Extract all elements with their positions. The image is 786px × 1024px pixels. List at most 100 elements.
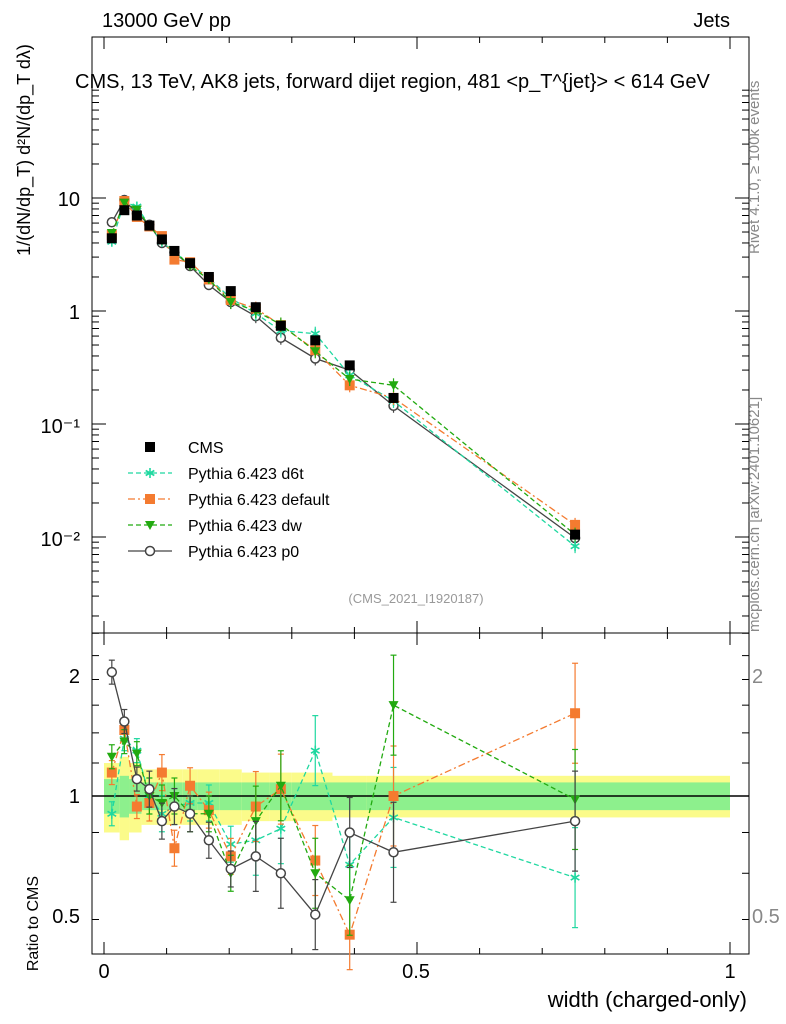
ratio-point-dw: [344, 896, 355, 906]
legend: CMS Pythia 6.423 d6t Pythia 6.423 default P…: [128, 440, 330, 561]
ytick-label-0p1: 10⁻¹: [41, 416, 81, 438]
legend-item-cms: CMS: [145, 440, 224, 457]
legend-item-dw: Pythia 6.423 dw: [128, 518, 302, 535]
point-dw: [310, 347, 321, 357]
ratio-point-default: [185, 780, 196, 791]
point-cms: [131, 210, 142, 221]
legend-label: Pythia 6.423 d6t: [188, 466, 304, 483]
point-default: [169, 254, 180, 265]
ratio-point-p0: [569, 815, 581, 827]
rivet-label: Rivet 4.1.0, ≥ 100k events: [746, 80, 763, 254]
ratio-ytick-label-1: 1: [69, 786, 80, 808]
point-cms: [169, 245, 180, 256]
x-axis-label: width (charged-only): [547, 987, 747, 1012]
point-dw: [119, 198, 130, 208]
ratio-point-default: [169, 843, 180, 854]
ratio-point-default: [106, 767, 117, 778]
point-cms: [275, 320, 286, 331]
legend-marker-default: [145, 494, 155, 504]
point-d6t: [570, 541, 580, 552]
point-default: [570, 519, 581, 530]
point-cms: [156, 234, 167, 245]
chart-title: CMS, 13 TeV, AK8 jets, forward dijet reg…: [75, 71, 710, 93]
point-cms: [185, 258, 196, 269]
ratio-ytick-label-0p5: 0.5: [52, 906, 80, 928]
ratio-point-default: [388, 791, 399, 801]
xtick-label-1: 1: [724, 961, 735, 983]
ratio-point-p0: [184, 808, 196, 820]
ratio-series-p0: [106, 659, 581, 951]
ratio-point-p0: [250, 851, 262, 862]
main-series: [106, 194, 581, 554]
ratio-series: [106, 654, 581, 971]
point-cms: [250, 302, 261, 313]
legend-marker-cms: [145, 442, 155, 452]
ratio-point-default: [570, 708, 581, 719]
ratio-point-p0: [131, 773, 143, 785]
ratio-point-p0: [344, 827, 355, 838]
legend-marker-p0: [144, 545, 156, 557]
ytick-label-0p01: 10⁻²: [41, 529, 81, 551]
ratio-point-p0: [169, 801, 180, 812]
ratio-point-dw: [106, 752, 117, 762]
point-cms: [310, 335, 321, 346]
series-cms: [106, 205, 581, 540]
ratio-band: [104, 756, 730, 841]
star-stroke: [570, 542, 580, 550]
legend-label: Pythia 6.423 dw: [188, 518, 302, 535]
ratio-point-p0: [388, 847, 399, 858]
ratio-point-d6t: [107, 808, 117, 819]
ratio-y-axis-label: Ratio to CMS: [25, 876, 42, 971]
series-line-default: [111, 199, 576, 526]
point-cms: [144, 220, 155, 231]
header-energy: 13000 GeV pp: [102, 10, 231, 32]
ratio-ticks: [92, 632, 749, 954]
ratio-point-dw: [203, 809, 214, 819]
legend-item-p0: Pythia 6.423 p0: [128, 544, 299, 561]
star-stroke: [107, 810, 117, 817]
legend-item-d6t: Pythia 6.423 d6t: [128, 466, 304, 483]
xtick-label-0: 0: [98, 961, 109, 983]
star-stroke: [570, 874, 580, 881]
ratio-point-p0: [144, 783, 155, 795]
point-dw: [388, 381, 399, 391]
point-dw: [131, 205, 142, 215]
main-y-axis-label: 1/(dN/dp_T) d²N/(dp_T dλ): [14, 44, 35, 256]
ratio-point-p0: [119, 716, 130, 727]
legend-item-default: Pythia 6.423 default: [128, 492, 330, 509]
star-stroke: [276, 825, 286, 832]
series-line-p0: [111, 198, 576, 539]
ratio-point-p0: [310, 909, 321, 920]
ratio-point-default: [156, 767, 167, 778]
legend-marker-dw: [145, 521, 155, 530]
point-cms: [203, 271, 214, 282]
legend-label: CMS: [188, 440, 224, 457]
ratio-frame: [91, 632, 750, 955]
legend-label: Pythia 6.423 default: [188, 492, 330, 509]
point-cms: [119, 205, 130, 216]
ratio-point-d6t: [310, 745, 320, 756]
ytick-label-10: 10: [58, 189, 80, 211]
legend-marker-d6t: [145, 468, 155, 478]
ratio-ytick-label-0p5-right: 0.5: [752, 906, 780, 928]
point-cms: [225, 286, 236, 297]
legend-label: Pythia 6.423 p0: [188, 544, 299, 561]
star-stroke: [145, 469, 155, 477]
main-ticks: [92, 37, 749, 633]
ratio-point-d6t: [276, 823, 286, 834]
point-cms: [106, 233, 117, 244]
ratio-point-dw: [131, 749, 142, 759]
point-dw: [344, 375, 355, 385]
header-jets: Jets: [693, 10, 730, 32]
ratio-point-dw: [275, 781, 286, 791]
ratio-point-dw: [119, 737, 130, 747]
ratio-point-p0: [106, 666, 118, 678]
ratio-point-dw: [388, 701, 399, 711]
ratio-point-d6t: [570, 872, 580, 883]
ratio-ytick-label-2-right: 2: [752, 666, 763, 688]
ratio-point-p0: [203, 835, 215, 846]
point-dw: [225, 298, 236, 308]
ratio-point-dw: [310, 869, 321, 879]
analysis-id: (CMS_2021_I1920187): [348, 591, 483, 606]
